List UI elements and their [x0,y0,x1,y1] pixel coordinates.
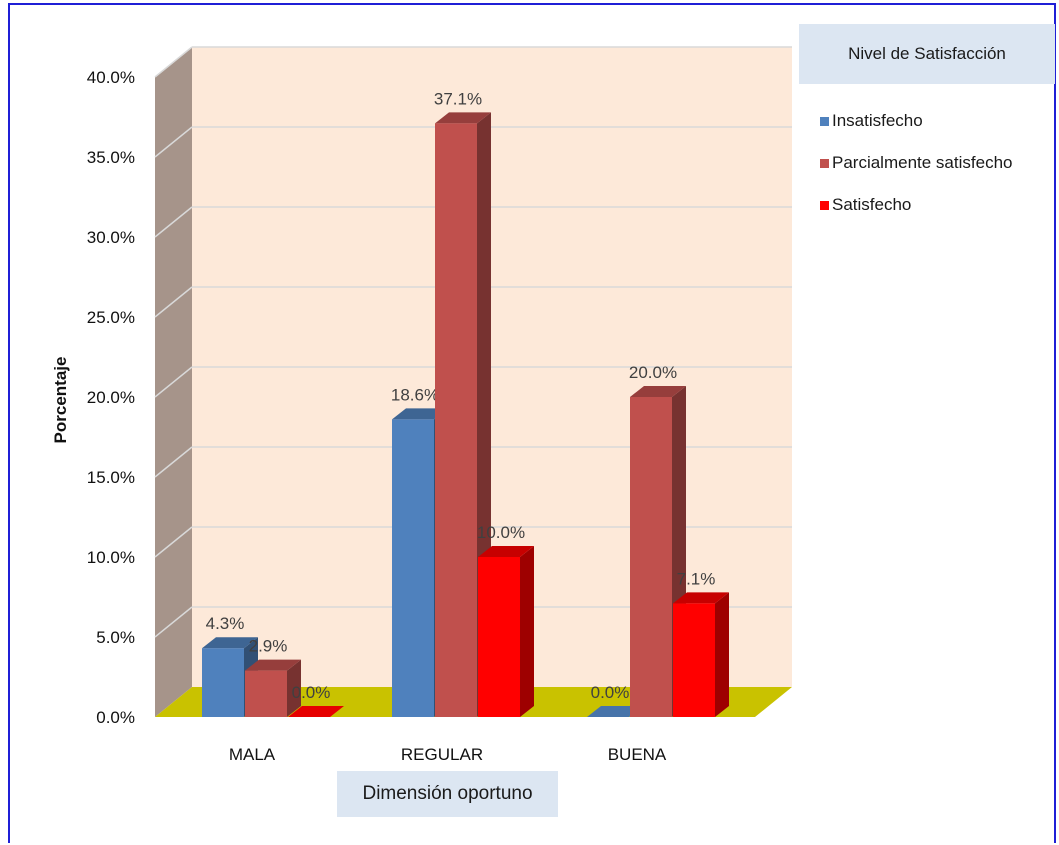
legend-item-insatisfecho: Insatisfecho [820,100,1012,142]
bar [392,419,434,717]
bar [478,557,520,717]
legend-item-satisfecho: Satisfecho [820,184,1012,226]
y-tick-label: 35.0% [87,148,135,167]
side-gridline [154,526,193,558]
x-tick-label: MALA [229,745,276,764]
data-label: 7.1% [677,569,716,588]
data-label: 2.9% [249,637,288,656]
data-label: 37.1% [434,89,482,108]
bar-top [673,592,729,604]
bar-side [287,659,301,717]
x-tick-label: REGULAR [401,745,483,764]
data-label: 4.3% [206,614,245,633]
y-tick-label: 10.0% [87,548,135,567]
bar [673,603,715,717]
y-tick-label: 40.0% [87,68,135,87]
y-tick-label: 15.0% [87,468,135,487]
legend-item-parcialmente: Parcialmente satisfecho [820,142,1012,184]
bar-top [202,637,258,649]
bar [245,670,287,717]
bar-top [630,386,686,397]
bar [630,397,672,717]
legend-label-satisfecho: Satisfecho [832,195,912,214]
data-label: 18.6% [391,385,439,404]
bar-flat [587,706,643,717]
data-label: 10.0% [477,523,525,542]
side-gridline [154,446,193,478]
side-gridline [154,46,193,78]
y-tick-label: 0.0% [96,708,135,727]
data-label: 0.0% [292,683,331,702]
side-gridline [154,606,193,638]
legend-label-insatisfecho: Insatisfecho [832,111,923,130]
bar-top [478,546,534,557]
side-gridline [154,286,193,318]
legend: Insatisfecho Parcialmente satisfecho Sat… [820,100,1012,226]
legend-swatch-satisfecho [820,200,829,210]
legend-label-parcialmente: Parcialmente satisfecho [832,153,1013,172]
y-tick-label: 5.0% [96,628,135,647]
y-axis-title: Porcentaje [51,356,70,444]
side-gridline [154,126,193,158]
y-tick-label: 30.0% [87,228,135,247]
bar-side [520,546,534,717]
x-tick-label: BUENA [608,745,667,764]
bar-top [392,408,448,420]
side-gridline [154,366,193,398]
data-label: 0.0% [591,683,630,702]
bar-top [435,112,491,124]
bar [435,123,477,717]
x-axis-title: Dimensión oportuno [337,771,558,817]
side-gridline [154,206,193,238]
y-tick-label: 20.0% [87,388,135,407]
bar-flat [288,706,344,717]
data-label: 20.0% [629,363,677,382]
legend-title: Nivel de Satisfacción [799,24,1055,84]
legend-swatch-parcialmente [820,158,829,168]
bar-top [245,659,301,671]
bar-side [715,592,729,717]
y-tick-label: 25.0% [87,308,135,327]
bar [202,648,244,717]
legend-swatch-insatisfecho [820,116,829,126]
